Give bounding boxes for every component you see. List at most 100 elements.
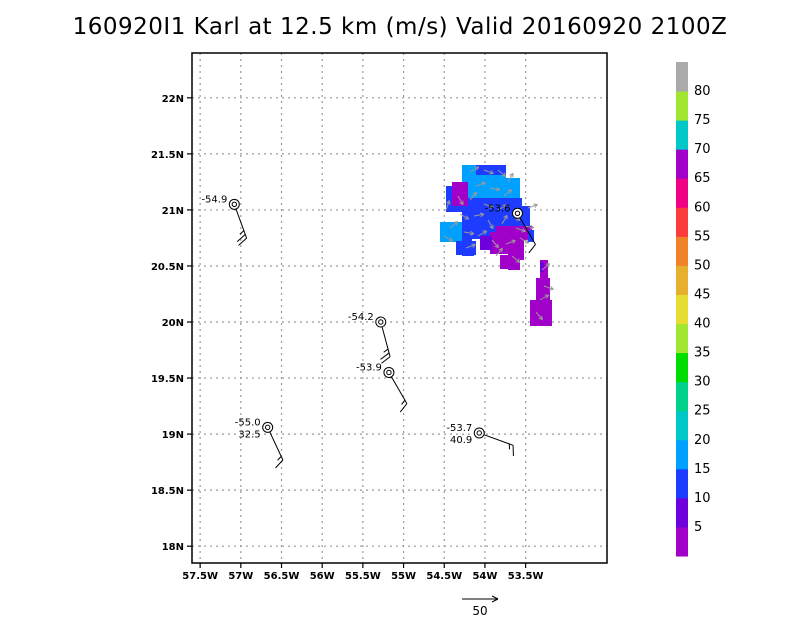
wind-vector-head (472, 244, 476, 248)
wind-vector-head (484, 230, 488, 235)
wind-vector-head (547, 263, 551, 268)
colorbar-label: 25 (694, 404, 711, 419)
wind-vector (511, 255, 520, 263)
colorbar-swatch (676, 91, 688, 121)
colorbar-swatch (676, 526, 688, 557)
speed-cell (462, 250, 474, 256)
wind-barb-half (239, 230, 245, 235)
x-tick-label: 54W (472, 571, 497, 582)
wind-vector (473, 213, 484, 217)
wind-vector-head (475, 192, 477, 197)
colorbar-label: 75 (694, 113, 711, 128)
wind-barb-half (383, 348, 389, 353)
speed-cell (530, 300, 552, 326)
wind-vector (489, 187, 500, 191)
station-inner-circle (514, 210, 521, 216)
y-axis: 18N 18.5N 19N 19.5N 20N 20.5N 21N 21.5N 22N (151, 94, 192, 553)
reference-arrow-head (491, 595, 499, 603)
colorbar-swatch (676, 294, 688, 325)
grid-lines (192, 53, 607, 563)
wind-vector (475, 182, 486, 187)
speed-cell (476, 165, 506, 175)
wind-vector (483, 169, 494, 174)
wind-vector-head (455, 221, 459, 226)
colorbar-label: 40 (694, 317, 711, 332)
wind-vector-head (480, 213, 485, 218)
wind-vector (487, 219, 494, 229)
y-tick-label: 20.5N (151, 262, 184, 273)
wind-vector (515, 227, 526, 232)
wind-vector (497, 169, 506, 177)
colorbar-swatch (676, 207, 688, 237)
wind-vector (505, 240, 516, 245)
station-outer-circle (375, 316, 387, 328)
station: -54.9 (201, 194, 248, 246)
wind-vector-head (550, 286, 554, 290)
colorbar-swatch (676, 236, 688, 266)
station-inner-circle (378, 319, 384, 325)
station: -53.9 (356, 362, 408, 413)
wind-vector (483, 203, 494, 208)
speed-cell (540, 262, 544, 272)
wind-vector-head (501, 248, 503, 253)
wind-vector-head (453, 221, 458, 223)
chart-title: 160920I1 Karl at 12.5 km (m/s) Valid 201… (72, 14, 728, 40)
wind-vector-head (522, 228, 526, 232)
colorbar-swatch (676, 497, 688, 528)
wind-vector-head (503, 172, 507, 177)
wind-vector-head (448, 200, 451, 205)
wind-vector (495, 248, 503, 257)
wind-barb-half (401, 399, 406, 405)
wind-vector-head (471, 243, 476, 246)
x-tick-label: 54.5W (426, 571, 462, 582)
reference-vector: 50 (462, 595, 499, 618)
station: -53.6 (485, 203, 536, 254)
colorbar-label: 20 (694, 433, 711, 448)
wind-speed-field (440, 165, 552, 326)
wind-vector-head (503, 214, 508, 218)
wind-vector (507, 173, 514, 183)
station-outer-circle (383, 366, 395, 378)
wind-vector (469, 192, 477, 201)
wind-vector-head (507, 189, 512, 191)
wind-vector-head (533, 203, 538, 206)
y-tick-label: 22N (162, 94, 184, 105)
colorbar-label: 15 (694, 462, 711, 477)
wind-vector-head (476, 166, 480, 171)
y-tick-label: 18N (162, 542, 184, 553)
station-value: 40.9 (450, 435, 472, 446)
wind-vector-head (526, 239, 530, 244)
x-tick-label: 55.5W (345, 571, 381, 582)
station-outer-circle (473, 427, 485, 439)
speed-cell (462, 224, 472, 249)
wind-vector (501, 215, 508, 225)
colorbar-label: 60 (694, 200, 711, 215)
wind-vector-head (529, 227, 535, 230)
colorbar-label: 65 (694, 171, 711, 186)
colorbar-swatch (676, 381, 688, 412)
colorbar-label: 45 (694, 287, 711, 302)
wind-vector (497, 204, 507, 211)
colorbar: 5 10 15 20 25 30 35 40 45 50 55 60 65 70 75 80 (676, 62, 711, 557)
station-plots: -54.9 -53.6 -54.2 -53.9 -55.032.5 -53.740.9 (201, 194, 536, 469)
colorbar-label: 70 (694, 142, 711, 157)
wind-barb-staff (390, 376, 408, 404)
speed-cell (508, 254, 520, 270)
station-outer-circle (511, 207, 523, 219)
wind-vector-head (489, 226, 494, 230)
station-temperature: -53.9 (356, 362, 382, 373)
y-tick-label: 20N (162, 318, 184, 329)
wind-vector (527, 204, 538, 209)
station: -54.2 (348, 312, 391, 364)
wind-vector-head (469, 233, 475, 236)
y-tick-label: 18.5N (151, 486, 184, 497)
wind-vector-head (541, 315, 543, 320)
x-tick-label: 57.5W (182, 571, 218, 582)
colorbar-swatch (676, 120, 688, 150)
wind-barb-staff (519, 217, 536, 245)
wind-vector-head (534, 204, 538, 208)
colorbar-swatch (676, 265, 688, 295)
wind-barb (238, 237, 247, 246)
wind-vector-head (479, 212, 485, 215)
